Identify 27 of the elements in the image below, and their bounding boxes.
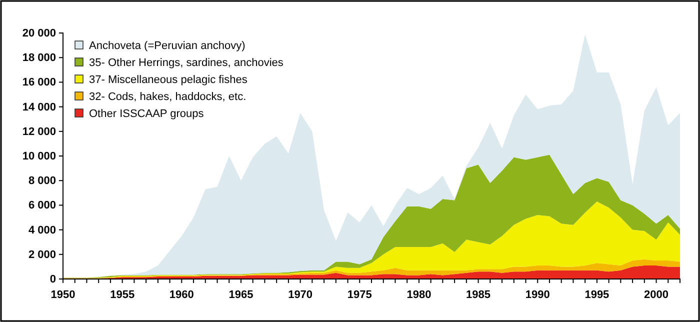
y-tick-label: 2 000: [28, 248, 56, 261]
y-tick-label: 4 000: [28, 224, 56, 236]
y-tick-label: 8 000: [28, 175, 56, 188]
x-tick-label: 1995: [584, 289, 610, 302]
x-tick-label: 1965: [228, 289, 254, 302]
x-tick-label: 1980: [406, 289, 432, 302]
x-tick-label: 1970: [288, 289, 313, 302]
x-tick-label: 1975: [347, 289, 372, 302]
legend-label: 32- Cods, hakes, haddocks, etc.: [89, 91, 246, 103]
x-tick-label: 1960: [169, 289, 194, 302]
legend-label: 37- Miscellaneous pelagic fishes: [89, 74, 248, 86]
y-tick-label: 6 000: [28, 200, 56, 212]
y-tick-label: 16 000: [22, 76, 56, 89]
y-tick-label: 18 000: [22, 52, 56, 64]
x-tick-label: 1950: [50, 289, 76, 302]
x-tick-label: 1985: [466, 289, 491, 302]
x-tick-label: 1955: [110, 289, 135, 302]
y-tick-label: 12 000: [22, 126, 56, 138]
y-tick-label: 20 000: [22, 28, 56, 40]
y-tick-label: 10 000: [22, 150, 56, 163]
legend-label: 35- Other Herrings, sardines, anchovies: [89, 57, 284, 69]
y-tick-label: 0: [50, 274, 56, 286]
legend-label: Other ISSCAAP groups: [89, 108, 204, 120]
x-tick-label: 2000: [644, 289, 669, 302]
legend-label: Anchoveta (=Peruvian anchovy): [89, 40, 246, 52]
x-tick-label: 1990: [525, 289, 550, 302]
y-tick-label: 14 000: [22, 101, 56, 114]
